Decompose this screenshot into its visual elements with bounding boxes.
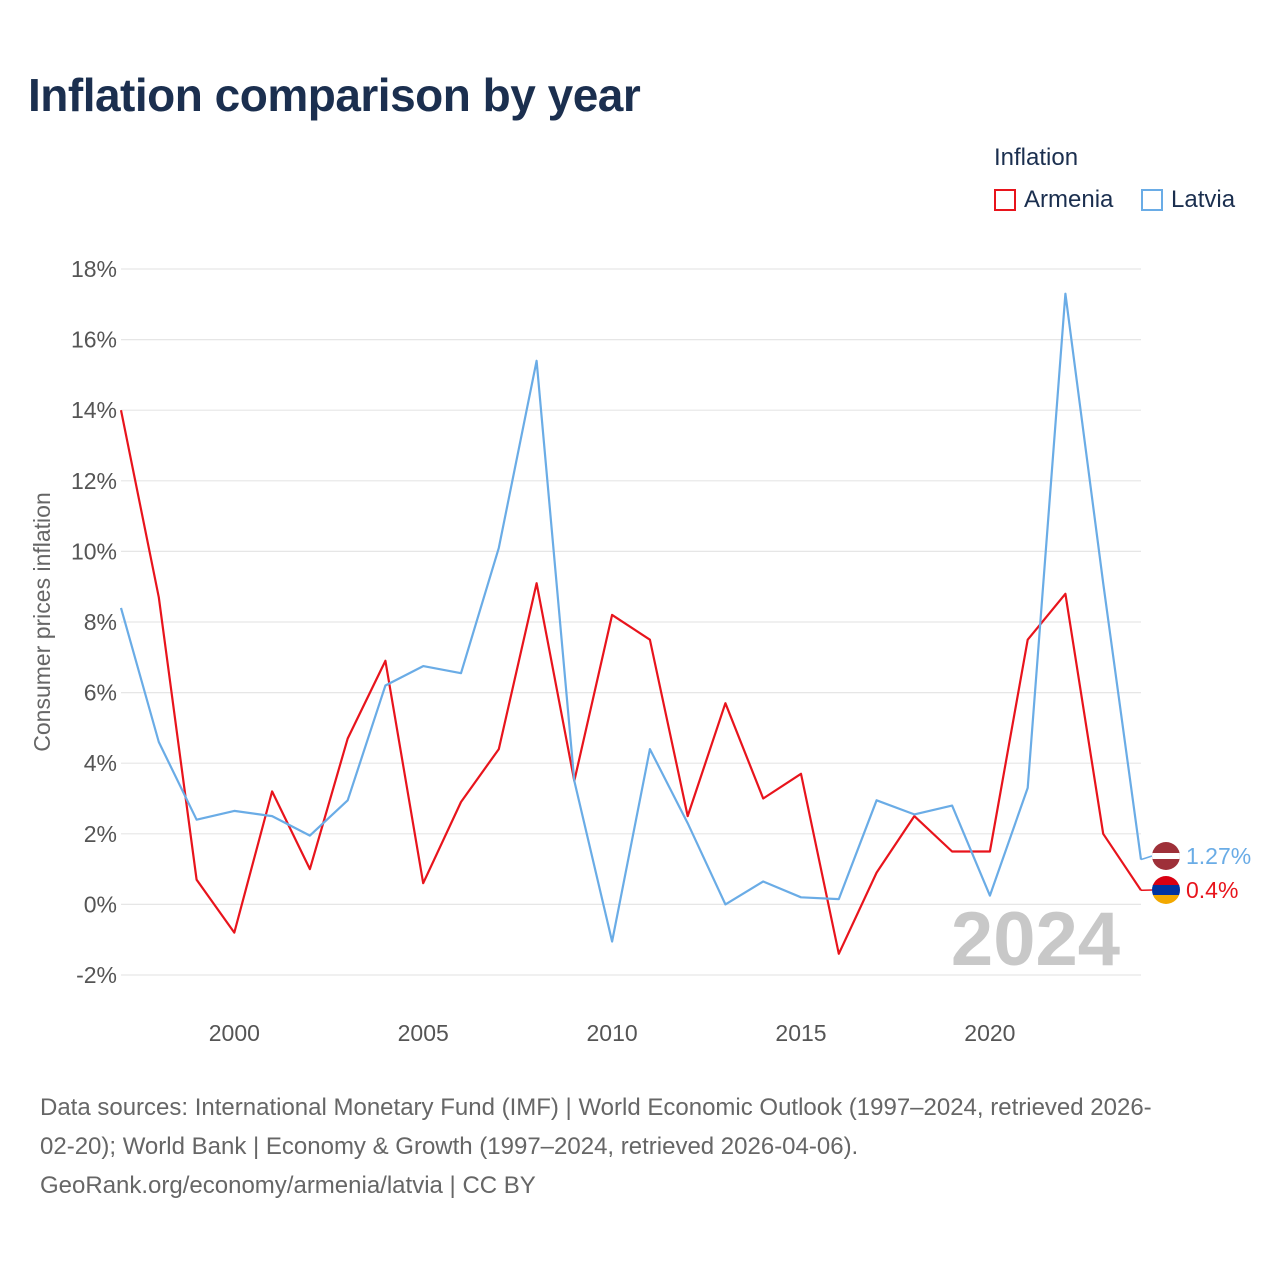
legend-title: Inflation <box>994 144 1079 171</box>
y-tick-label: -2% <box>76 962 117 988</box>
y-tick-label: 18% <box>71 256 117 282</box>
source-line-3: GeoRank.org/economy/armenia/latvia | CC … <box>40 1172 536 1199</box>
y-tick-label: 4% <box>84 750 117 776</box>
y-axis-ticks: 18% 16% 14% 12% 10% 8% 6% 4% 2% 0% -2% <box>71 256 117 988</box>
series-lines <box>119 292 1143 955</box>
source-line-2: 02-20); World Bank | Economy & Growth (1… <box>40 1133 859 1160</box>
x-axis-ticks: 2000 2005 2010 2015 2020 <box>209 1020 1016 1046</box>
x-tick-label: 2005 <box>398 1020 449 1046</box>
y-tick-label: 8% <box>84 609 117 635</box>
line-chart: 18% 16% 14% 12% 10% 8% 6% 4% 2% 0% -2% 2000 2005 201… <box>29 256 1251 1046</box>
y-tick-label: 2% <box>84 821 117 847</box>
year-overlay: 2024 <box>951 897 1120 982</box>
chart-title: Inflation comparison by year <box>28 69 641 121</box>
y-tick-label: 16% <box>71 327 117 353</box>
y-tick-label: 14% <box>71 397 117 423</box>
x-tick-label: 2020 <box>964 1020 1015 1046</box>
legend-swatch-armenia <box>994 189 1016 211</box>
series-line-latvia[interactable] <box>119 292 1143 943</box>
end-label-armenia: 0.4% <box>1186 877 1238 903</box>
y-axis-label: Consumer prices inflation <box>29 492 55 752</box>
x-tick-label: 2015 <box>775 1020 826 1046</box>
y-tick-label: 10% <box>71 538 117 564</box>
armenia-flag-icon <box>1152 876 1180 904</box>
end-markers: 1.27% 0.4% <box>1140 842 1251 904</box>
series-line-armenia[interactable] <box>119 409 1142 955</box>
end-connector-latvia <box>1140 855 1153 861</box>
grid-lines <box>121 268 1141 976</box>
legend-swatch-latvia <box>1141 189 1163 211</box>
legend-label-armenia: Armenia <box>1024 186 1114 213</box>
legend-item-latvia[interactable]: Latvia <box>1141 186 1235 214</box>
legend-item-armenia[interactable]: Armenia <box>994 186 1113 214</box>
source-line-1: Data sources: International Monetary Fun… <box>40 1094 1152 1121</box>
y-tick-label: 0% <box>84 891 117 917</box>
x-tick-label: 2000 <box>209 1020 260 1046</box>
legend-label-latvia: Latvia <box>1171 186 1236 213</box>
y-tick-label: 12% <box>71 468 117 494</box>
y-tick-label: 6% <box>84 680 117 706</box>
x-tick-label: 2010 <box>587 1020 638 1046</box>
latvia-flag-icon <box>1152 842 1180 870</box>
data-sources: Data sources: International Monetary Fun… <box>40 1088 1245 1205</box>
end-label-latvia: 1.27% <box>1186 843 1251 869</box>
